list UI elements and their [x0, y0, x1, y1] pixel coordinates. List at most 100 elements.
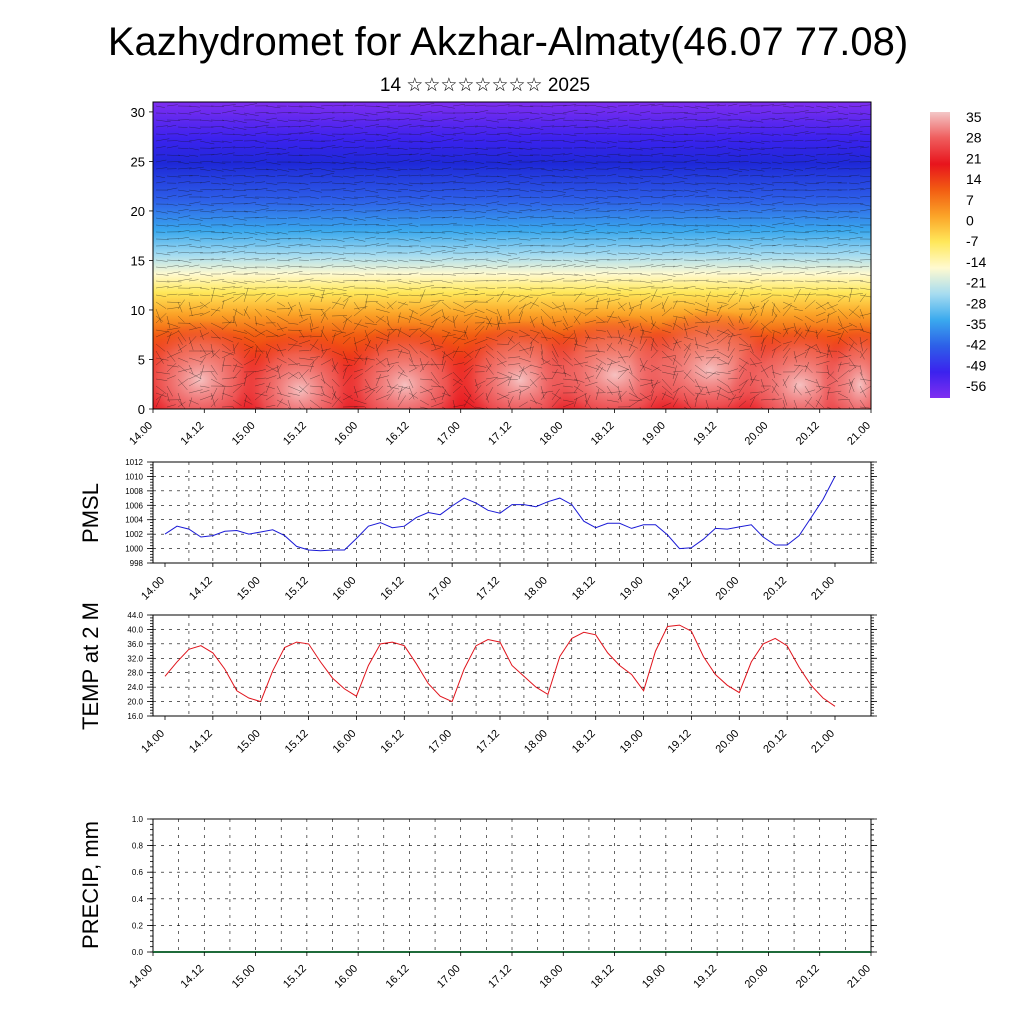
- x-tick-label: 14.12: [187, 575, 215, 603]
- temp-y-axis: 16.020.024.028.032.036.040.044.0: [127, 611, 877, 721]
- x-tick-label: 15.00: [230, 963, 258, 991]
- page-subtitle: 14 ☆☆☆☆☆☆☆☆ 2025: [380, 75, 590, 96]
- x-tick-label: 16.00: [331, 575, 359, 603]
- x-tick-label: 16.00: [332, 963, 360, 991]
- x-tick-label: 14.00: [139, 575, 167, 603]
- y-tick-label: 20.0: [127, 698, 143, 707]
- x-tick-label: 18.12: [570, 728, 598, 756]
- colorbar-label: 7: [966, 192, 974, 208]
- x-tick-label: 17.12: [474, 575, 502, 603]
- x-tick-label: 19.12: [691, 963, 719, 991]
- y-tick-label: 0.4: [132, 895, 144, 904]
- x-tick-label: 20.00: [743, 963, 771, 991]
- x-tick-label: 18.12: [570, 575, 598, 603]
- x-tick-label: 14.00: [127, 963, 155, 991]
- y-tick-label: 16.0: [127, 712, 143, 721]
- x-tick-label: 14.12: [178, 420, 206, 448]
- colorbar-label: -56: [966, 378, 986, 394]
- x-tick-label: 20.12: [794, 420, 822, 448]
- x-tick-label: 16.12: [384, 963, 412, 991]
- y-tick-label: 40.0: [127, 625, 143, 634]
- colorbar-label: -49: [966, 357, 986, 373]
- colorbar-label: 14: [966, 171, 982, 187]
- x-tick-label: 14.00: [139, 728, 167, 756]
- x-tick-label: 21.00: [845, 963, 873, 991]
- y-tick-label: 1010: [125, 472, 143, 481]
- x-tick-label: 21.00: [845, 420, 873, 448]
- y-tick-label: 32.0: [127, 654, 143, 663]
- x-tick-label: 14.12: [178, 963, 206, 991]
- x-tick-label: 17.00: [435, 420, 463, 448]
- x-tick-label: 19.12: [691, 420, 719, 448]
- x-tick-label: 18.00: [522, 575, 550, 603]
- y-tick-label: 1012: [125, 458, 143, 467]
- y-tick-label: 1006: [125, 501, 143, 510]
- y-tick-label: 5: [138, 352, 145, 367]
- pmsl-ylabel: PMSL: [78, 483, 103, 543]
- x-tick-label: 16.00: [331, 728, 359, 756]
- x-tick-label: 18.12: [589, 420, 617, 448]
- precip-ylabel: PRECIP, mm: [78, 821, 103, 949]
- x-tick-label: 14.12: [187, 728, 215, 756]
- y-tick-label: 0.8: [132, 842, 144, 851]
- colorbar-label: -7: [966, 233, 979, 249]
- x-tick-label: 18.12: [589, 963, 617, 991]
- y-tick-label: 1004: [125, 516, 143, 525]
- x-tick-label: 17.00: [426, 728, 454, 756]
- x-tick-label: 16.12: [378, 728, 406, 756]
- page-title: Kazhydromet for Akzhar-Almaty(46.07 77.0…: [108, 20, 908, 64]
- x-tick-label: 20.12: [761, 575, 789, 603]
- x-tick-label: 18.00: [537, 963, 565, 991]
- colorbar-label: -28: [966, 295, 986, 311]
- x-tick-label: 20.00: [713, 728, 741, 756]
- y-tick-label: 998: [130, 559, 144, 568]
- precip-y-axis: 0.0 0.2 0.4 0.6 0.8 1.0: [132, 815, 877, 957]
- x-tick-label: 15.12: [283, 728, 311, 756]
- x-tick-label: 20.12: [794, 963, 822, 991]
- y-tick-label: 0: [138, 402, 145, 417]
- y-tick-label: 1.0: [132, 815, 144, 824]
- x-tick-label: 15.00: [235, 575, 263, 603]
- x-tick-label: 19.00: [640, 963, 668, 991]
- x-tick-label: 17.00: [435, 963, 463, 991]
- x-tick-label: 16.12: [378, 575, 406, 603]
- y-tick-label: 0.0: [132, 948, 144, 957]
- y-tick-label: 0.2: [132, 921, 144, 930]
- x-tick-label: 18.00: [522, 728, 550, 756]
- y-tick-label: 24.0: [127, 683, 143, 692]
- colorbar-label: 0: [966, 213, 974, 229]
- colorbar-label: -14: [966, 254, 986, 270]
- x-tick-label: 20.12: [761, 728, 789, 756]
- x-tick-label: 17.12: [474, 728, 502, 756]
- x-tick-label: 17.12: [486, 963, 514, 991]
- x-tick-label: 15.12: [281, 420, 309, 448]
- colorbar-label: -42: [966, 337, 986, 353]
- x-tick-label: 20.00: [713, 575, 741, 603]
- y-tick-label: 10: [131, 303, 145, 318]
- colorbar-label: 35: [966, 109, 982, 125]
- y-tick-label: 1002: [125, 530, 143, 539]
- y-tick-label: 0.6: [132, 868, 144, 877]
- x-tick-label: 15.00: [230, 420, 258, 448]
- y-tick-label: 44.0: [127, 611, 143, 620]
- x-tick-label: 18.00: [537, 420, 565, 448]
- colorbar-label: -21: [966, 275, 986, 291]
- colorbar-scale: [930, 112, 950, 398]
- y-tick-label: 30: [131, 105, 145, 120]
- x-tick-label: 20.00: [743, 420, 771, 448]
- x-tick-label: 14.00: [127, 420, 155, 448]
- y-tick-label: 36.0: [127, 640, 143, 649]
- x-tick-label: 16.00: [332, 420, 360, 448]
- y-tick-label: 1008: [125, 487, 143, 496]
